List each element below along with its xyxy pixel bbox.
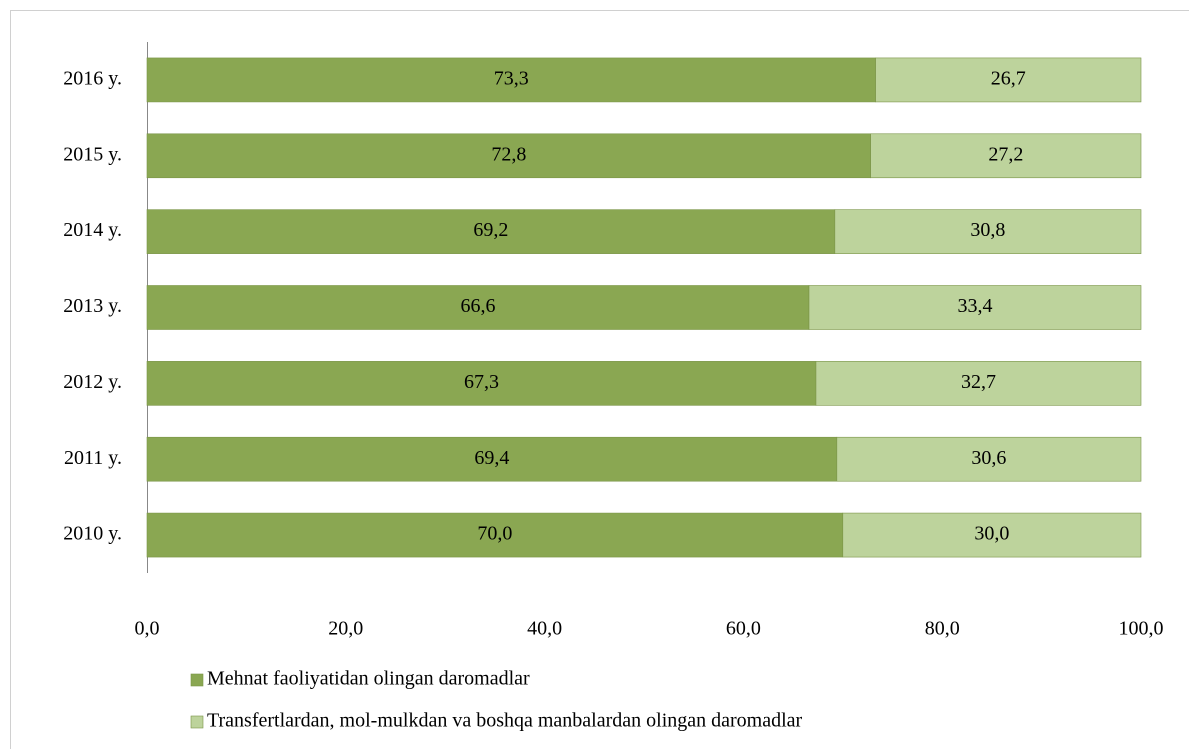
data-label: 32,7: [961, 371, 996, 393]
legend-swatch: [191, 716, 203, 728]
legend-swatch: [191, 674, 203, 686]
x-tick-label: 60,0: [726, 618, 761, 640]
data-label: 66,6: [461, 295, 496, 317]
data-label: 73,3: [494, 68, 529, 90]
data-label: 30,6: [971, 447, 1006, 469]
legend-label: Mehnat faoliyatidan olingan daromadlar: [207, 668, 530, 690]
data-label: 69,2: [473, 219, 508, 241]
data-label: 33,4: [958, 295, 993, 317]
y-tick-label: 2011 y.: [64, 447, 122, 469]
x-tick-label: 40,0: [527, 618, 562, 640]
legend-label: Transfertlardan, mol-mulkdan va boshqa m…: [207, 710, 803, 732]
x-tick-label: 100,0: [1119, 618, 1164, 640]
y-tick-label: 2012 y.: [63, 371, 122, 393]
y-tick-label: 2013 y.: [63, 295, 122, 317]
data-label: 69,4: [474, 447, 509, 469]
data-label: 67,3: [464, 371, 499, 393]
y-tick-label: 2014 y.: [63, 219, 122, 241]
y-tick-label: 2015 y.: [63, 143, 122, 165]
y-tick-label: 2010 y.: [63, 523, 122, 545]
y-tick-label: 2016 y.: [63, 68, 122, 90]
data-label: 30,0: [974, 523, 1009, 545]
x-tick-label: 80,0: [925, 618, 960, 640]
data-label: 26,7: [991, 68, 1026, 90]
data-label: 72,8: [491, 143, 526, 165]
data-label: 70,0: [477, 523, 512, 545]
data-label: 30,8: [970, 219, 1005, 241]
x-tick-label: 20,0: [328, 618, 363, 640]
x-tick-label: 0,0: [135, 618, 160, 640]
data-label: 27,2: [988, 143, 1023, 165]
